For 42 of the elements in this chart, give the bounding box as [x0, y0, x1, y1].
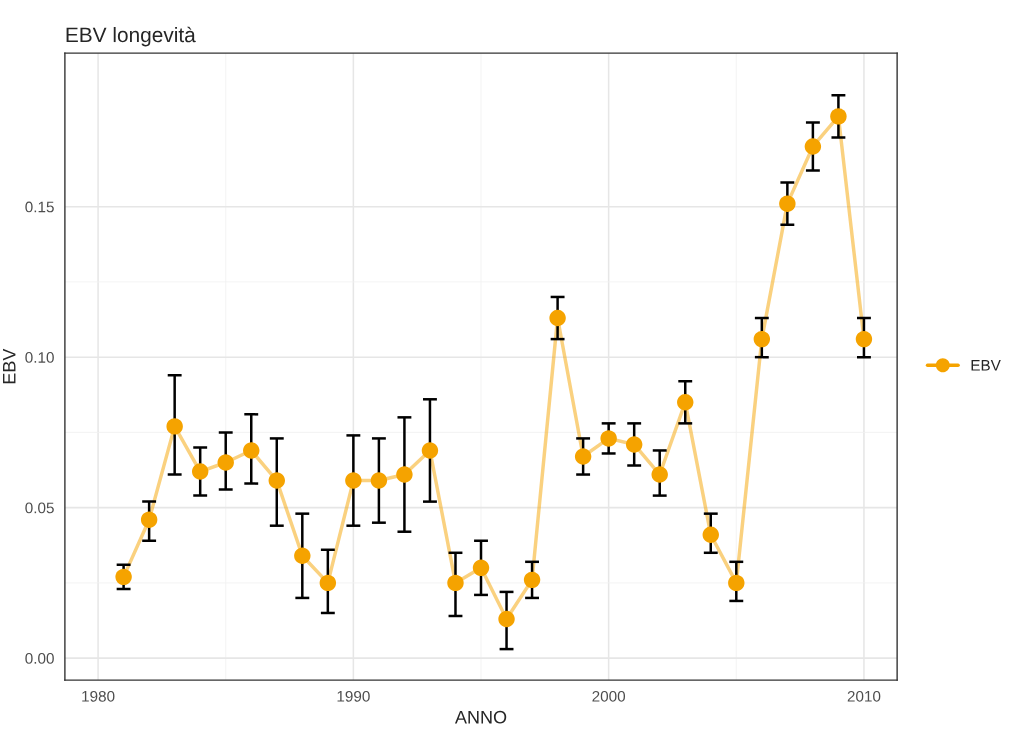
point	[702, 526, 719, 543]
x-tick-label: 2000	[592, 690, 626, 702]
x-tick-label: 2010	[847, 690, 881, 702]
point	[600, 430, 617, 447]
y-tick-label: 0.05	[25, 502, 54, 514]
point	[498, 610, 515, 628]
point	[319, 574, 337, 592]
point	[166, 418, 183, 435]
point	[472, 559, 490, 577]
point	[294, 547, 311, 565]
point	[830, 108, 847, 125]
y-axis-title: EBV	[3, 348, 16, 384]
point	[523, 571, 541, 589]
x-axis-title: ANNO	[454, 710, 507, 724]
point	[804, 138, 822, 155]
point	[855, 330, 873, 348]
point	[779, 195, 796, 212]
point	[625, 436, 643, 453]
point	[574, 448, 592, 465]
point	[651, 466, 668, 483]
point	[345, 472, 362, 489]
point	[447, 574, 464, 592]
y-tick-label: 0.10	[25, 352, 54, 363]
y-tick-label: 0.15	[25, 201, 54, 213]
point	[753, 330, 771, 348]
point	[549, 309, 566, 327]
x-tick-label: 1990	[337, 690, 370, 702]
point	[268, 472, 285, 489]
x-tick-label: 1980	[82, 690, 115, 702]
point	[421, 442, 439, 459]
point	[140, 511, 158, 528]
legend-label: EBV	[971, 360, 1001, 371]
y-tick-label: 0.00	[25, 652, 54, 664]
point	[728, 574, 745, 592]
point	[243, 442, 260, 459]
point	[396, 466, 413, 483]
point	[191, 463, 209, 480]
chart-title: EBV longevità	[66, 26, 196, 47]
point	[370, 472, 388, 489]
point	[677, 394, 694, 411]
point	[217, 454, 234, 471]
point	[115, 568, 132, 586]
